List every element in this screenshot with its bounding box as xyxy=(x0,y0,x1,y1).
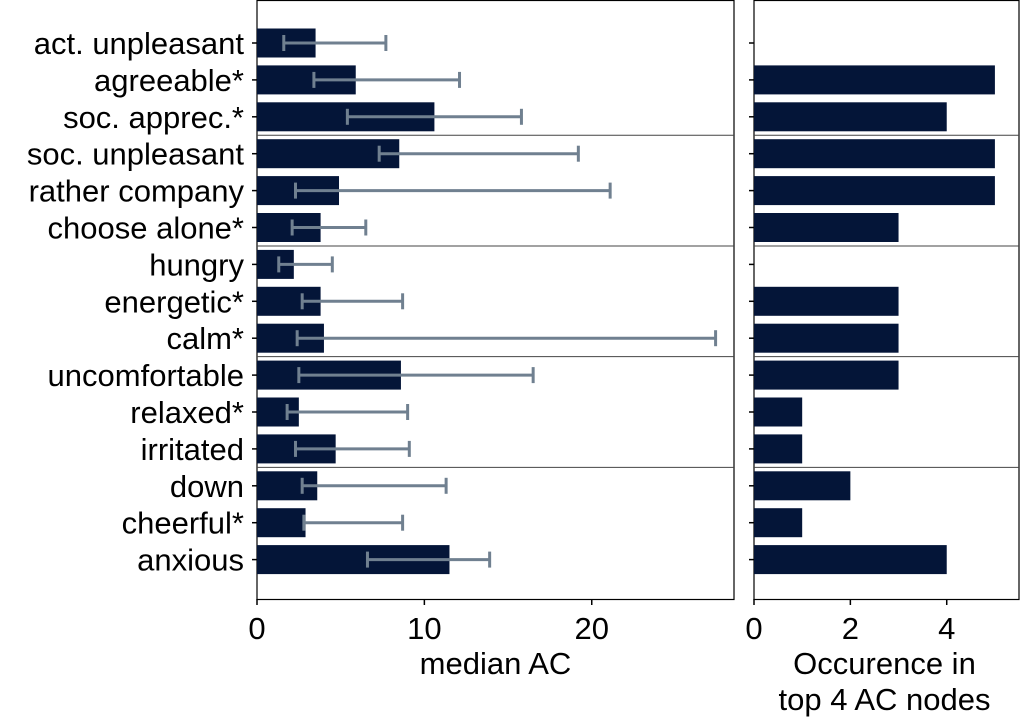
x-tick-label: 4 xyxy=(938,611,955,646)
x-axis-label: Occurence in top 4 AC nodes xyxy=(779,646,991,717)
bar-13 xyxy=(754,508,803,538)
x-tick-label: 0 xyxy=(745,611,762,646)
category-label: cheerful* xyxy=(122,506,244,541)
category-label: choose alone* xyxy=(48,211,245,246)
x-tick-label: 2 xyxy=(842,611,859,646)
category-label: soc. apprec.* xyxy=(63,100,244,135)
bar-2 xyxy=(754,102,947,132)
bar-3 xyxy=(754,139,995,169)
category-label: down xyxy=(170,469,244,504)
category-label: irritated xyxy=(141,432,244,467)
x-axis-label: median AC xyxy=(420,646,572,681)
bar-9 xyxy=(754,360,899,390)
bar-3 xyxy=(257,139,400,169)
x-tick-label: 10 xyxy=(407,611,441,646)
bar-4 xyxy=(754,176,995,206)
category-label: agreeable* xyxy=(94,63,244,98)
bar-5 xyxy=(754,213,899,242)
bar-7 xyxy=(754,286,899,316)
category-label: uncomfortable xyxy=(48,358,244,393)
category-label: relaxed* xyxy=(130,395,244,430)
x-tick-label: 20 xyxy=(574,611,608,646)
bar-8 xyxy=(754,323,899,353)
category-label: hungry xyxy=(149,247,244,282)
bar-10 xyxy=(754,397,803,427)
bar-11 xyxy=(754,434,803,464)
category-label: energetic* xyxy=(104,284,244,319)
x-tick-label: 0 xyxy=(248,611,265,646)
category-label: act. unpleasant xyxy=(34,26,245,61)
bar-12 xyxy=(754,471,851,501)
category-label: calm* xyxy=(166,321,244,356)
category-label: anxious xyxy=(137,543,244,578)
bar-13 xyxy=(257,508,306,538)
category-label: soc. unpleasant xyxy=(27,137,245,172)
bar-14 xyxy=(754,545,947,575)
bar-1 xyxy=(754,65,995,95)
category-label: rather company xyxy=(29,174,245,209)
